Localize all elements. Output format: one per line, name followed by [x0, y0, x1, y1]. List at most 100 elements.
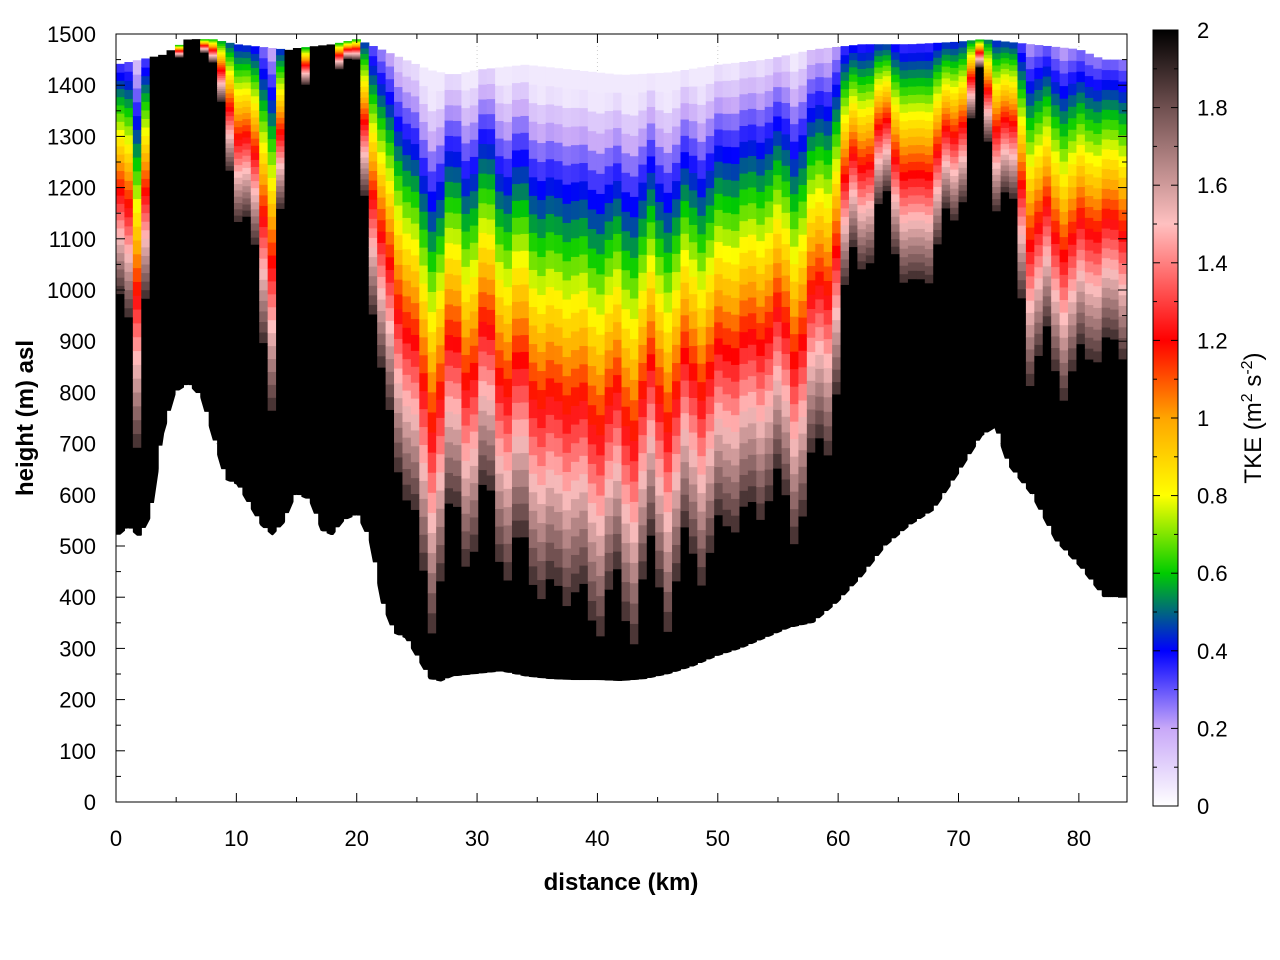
tke-cell: [1017, 52, 1027, 63]
tke-cell: [790, 53, 800, 72]
tke-cell: [672, 362, 682, 382]
tke-cell: [402, 280, 412, 297]
tke-cell: [587, 130, 597, 151]
tke-cell: [554, 252, 564, 272]
tke-cell: [141, 144, 151, 154]
tke-cell: [924, 77, 934, 87]
tke-cell: [587, 502, 597, 523]
tke-cell: [233, 145, 243, 153]
tke-cell: [646, 122, 656, 140]
tke-cell: [116, 154, 126, 163]
tke-cell: [739, 220, 749, 238]
tke-cell: [924, 265, 934, 275]
tke-cell: [705, 361, 715, 380]
tke-cell: [672, 289, 682, 309]
tke-cell: [1068, 94, 1078, 107]
tke-cell: [907, 119, 917, 129]
tke-cell: [1084, 326, 1094, 338]
tke-cell: [697, 104, 707, 124]
tke-cell: [1084, 206, 1094, 218]
tke-cell: [419, 498, 429, 517]
tke-cell: [1009, 64, 1019, 71]
tke-cell: [958, 58, 968, 65]
tke-cell: [747, 61, 757, 78]
tke-cell: [646, 452, 656, 470]
tke-cell: [781, 290, 791, 307]
tke-cell: [646, 337, 656, 355]
tke-cell: [992, 204, 1002, 212]
tke-cell: [907, 186, 917, 196]
tke-cell: [638, 73, 648, 93]
tke-cell: [402, 185, 412, 203]
tke-cell: [798, 118, 808, 136]
tke-cell: [225, 70, 235, 76]
tke-cell: [469, 242, 479, 260]
tke-cell: [891, 44, 901, 53]
tke-cell: [503, 213, 513, 233]
tke-cell: [815, 340, 825, 355]
tke-cell: [823, 324, 833, 340]
tke-cell: [276, 174, 286, 181]
tke-cell: [495, 349, 505, 368]
tke-cell: [554, 566, 564, 586]
tke-cell: [773, 365, 783, 381]
tke-cell: [208, 60, 218, 62]
tke-cell: [495, 208, 505, 227]
tke-cell: [124, 307, 134, 318]
tke-cell: [570, 88, 580, 108]
tke-cell: [865, 83, 875, 92]
tke-cell: [933, 64, 943, 73]
tke-cell: [756, 191, 766, 209]
tke-cell: [545, 231, 555, 251]
tke-cell: [865, 239, 875, 248]
tke-cell: [1034, 144, 1044, 157]
tke-cell: [832, 84, 842, 98]
tke-cell: [419, 426, 429, 446]
tke-cell: [1084, 64, 1094, 77]
tke-cell: [233, 63, 243, 71]
tke-cell: [233, 57, 243, 64]
tke-cell: [680, 249, 690, 267]
tke-cell: [655, 256, 665, 276]
colorbar-tick-label: 0: [1197, 794, 1209, 819]
tke-cell: [116, 170, 126, 180]
tke-cell: [503, 323, 513, 343]
tke-cell: [629, 643, 639, 681]
tke-cell: [579, 510, 589, 530]
tke-cell: [874, 49, 884, 57]
tke-cell: [394, 204, 404, 221]
y-tick-label: 1000: [47, 278, 96, 303]
tke-cell: [461, 248, 471, 267]
tke-cell: [629, 338, 639, 360]
tke-cell: [848, 88, 858, 97]
tke-cell: [132, 239, 142, 255]
tke-cell: [1017, 206, 1027, 217]
tke-cell: [1034, 244, 1044, 257]
tke-cell: [848, 66, 858, 75]
tke-cell: [975, 39, 985, 42]
tke-cell: [933, 49, 943, 58]
tke-cell: [537, 199, 547, 220]
tke-cell: [764, 484, 774, 502]
tke-cell: [124, 80, 134, 90]
tke-cell: [1042, 45, 1052, 57]
tke-cell: [225, 51, 235, 58]
tke-cell: [992, 137, 1002, 145]
tke-cell: [621, 367, 631, 388]
tke-cell: [444, 227, 454, 244]
tke-cell: [840, 207, 850, 217]
tke-cell: [874, 197, 884, 205]
x-tick-label: 40: [585, 826, 609, 851]
tke-cell: [874, 186, 884, 193]
tke-cell: [301, 62, 311, 65]
tke-cell: [983, 54, 993, 59]
tke-cell: [781, 133, 791, 151]
tke-cell: [672, 125, 682, 145]
tke-cell: [613, 339, 623, 358]
tke-cell: [688, 258, 698, 277]
tke-cell: [1093, 187, 1103, 200]
tke-cell: [579, 418, 589, 438]
tke-cell: [427, 632, 437, 680]
tke-cell: [276, 77, 286, 84]
tke-cell: [823, 396, 833, 412]
